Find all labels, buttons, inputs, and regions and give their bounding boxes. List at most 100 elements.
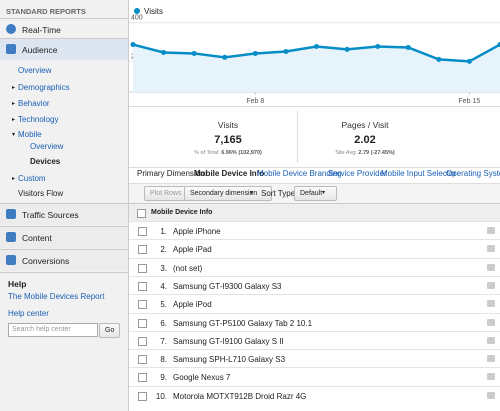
row-name: Motorola MOTXT912B Droid Razr 4G bbox=[173, 391, 307, 401]
tri: ▸ bbox=[12, 117, 16, 123]
x-tick-label: Feb 15 bbox=[459, 98, 481, 105]
table-row: 4. Samsung GT-I9300 Galaxy S3 bbox=[129, 275, 500, 295]
table-row: 6. Samsung GT-P5100 Galaxy Tab 2 10.1 bbox=[129, 312, 500, 332]
checkbox[interactable] bbox=[138, 373, 147, 383]
checkbox[interactable] bbox=[138, 245, 147, 255]
stat-sub: % of Total: 6.96% (102,970) bbox=[178, 150, 278, 156]
nav-item[interactable]: Visitors Flow bbox=[18, 189, 64, 198]
dimension-link[interactable]: Mobile Input Selector bbox=[381, 169, 457, 178]
checkbox[interactable] bbox=[138, 300, 147, 310]
checkbox[interactable] bbox=[138, 355, 147, 365]
row-number: 1. bbox=[160, 227, 167, 236]
row-icon[interactable] bbox=[487, 336, 495, 344]
caret: ▾ bbox=[322, 190, 326, 196]
row-icon[interactable] bbox=[487, 300, 495, 308]
row-icon[interactable] bbox=[487, 245, 495, 253]
row-name: Apple iPod bbox=[173, 300, 212, 310]
nav-item[interactable]: Devices bbox=[30, 157, 61, 166]
checkbox[interactable] bbox=[138, 391, 147, 401]
stat-sub-value: 6.96% (102,970) bbox=[221, 150, 262, 156]
nav-item[interactable]: Overview bbox=[30, 142, 64, 151]
stat-label: Visits bbox=[217, 120, 239, 130]
nav-item[interactable]: Mobile bbox=[18, 130, 42, 139]
search-input[interactable]: Search help center bbox=[8, 323, 98, 337]
point bbox=[130, 42, 136, 48]
table-row: 2. Apple iPad bbox=[129, 239, 500, 258]
nav-label: Real-Time bbox=[22, 25, 61, 35]
row-icon[interactable] bbox=[487, 281, 495, 289]
row-number: 4. bbox=[160, 281, 167, 291]
point bbox=[283, 49, 289, 55]
go-button[interactable]: Go bbox=[99, 323, 121, 338]
nav-audience[interactable]: Audience bbox=[0, 38, 128, 60]
tri: ▾ bbox=[12, 132, 16, 138]
x-tick-label: Feb 8 bbox=[246, 98, 264, 105]
point bbox=[466, 58, 472, 64]
nav-label: Traffic Sources bbox=[22, 210, 79, 220]
stat-sub-value: 2.79 (-27.45%) bbox=[358, 150, 395, 156]
row-number: 9. bbox=[160, 373, 167, 383]
nav-realtime[interactable]: Real-Time bbox=[0, 18, 128, 40]
row-icon[interactable] bbox=[487, 373, 495, 381]
stat-sub-label: Site Avg: bbox=[335, 150, 357, 156]
table-row: 9. Google Nexus 7 bbox=[129, 367, 500, 386]
point bbox=[222, 54, 228, 60]
sidebar-header: STANDARD REPORTS bbox=[6, 7, 86, 16]
secondary-dimension[interactable]: Secondary dimension bbox=[184, 186, 273, 201]
row-icon[interactable] bbox=[487, 318, 495, 326]
row-number: 5. bbox=[160, 300, 167, 310]
help-title: Help bbox=[8, 279, 27, 289]
nav-conversions[interactable]: Conversions bbox=[0, 249, 128, 271]
y-tick-label: 400 bbox=[131, 15, 143, 22]
checkbox[interactable] bbox=[138, 263, 147, 273]
checkbox[interactable] bbox=[138, 227, 147, 236]
stat-value: 7,165 bbox=[214, 134, 242, 146]
sidebar: STANDARD REPORTS Real-Time Audience Traf… bbox=[0, 0, 129, 411]
checkbox[interactable] bbox=[138, 318, 147, 328]
row-icon[interactable] bbox=[487, 227, 495, 234]
nav-label: Conversions bbox=[22, 256, 70, 266]
nav-traffic[interactable]: Traffic Sources bbox=[0, 203, 128, 225]
point bbox=[436, 56, 442, 62]
stat-sub: Site Avg: 2.79 (-27.45%) bbox=[315, 150, 415, 156]
dimension-active: Mobile Device Info bbox=[194, 169, 265, 178]
help-link[interactable]: The Mobile Devices Report bbox=[8, 292, 105, 301]
row-name: Samsung GT-I9300 Galaxy S3 bbox=[173, 281, 282, 291]
plot-rows[interactable]: Plot Rows bbox=[144, 186, 188, 201]
sort-type-label: Sort Type: bbox=[261, 189, 298, 198]
point bbox=[161, 49, 167, 55]
dimension-link[interactable]: Operating System bbox=[446, 169, 500, 178]
nav-item[interactable]: Custom bbox=[18, 174, 46, 183]
table-row: 1. Apple iPhone bbox=[129, 221, 500, 240]
nav-item[interactable]: Technology bbox=[18, 115, 59, 124]
row-number: 2. bbox=[160, 245, 167, 255]
row-name: Samsung SPH-L710 Galaxy S3 bbox=[173, 355, 286, 365]
point bbox=[375, 43, 381, 49]
checkbox[interactable] bbox=[138, 336, 147, 346]
dimension-label: Primary Dimension: bbox=[137, 169, 207, 178]
sort-select[interactable]: Default bbox=[294, 186, 338, 201]
nav-item[interactable]: Overview bbox=[18, 66, 52, 75]
row-icon[interactable] bbox=[487, 355, 495, 363]
legend-label: Visits bbox=[144, 7, 163, 16]
nav-content[interactable]: Content bbox=[0, 226, 128, 248]
table-row: 10. Motorola MOTXT912B Droid Razr 4G bbox=[129, 385, 500, 405]
nav-label: Content bbox=[22, 233, 52, 243]
point bbox=[344, 46, 350, 52]
dimension-link[interactable]: Service Provider bbox=[328, 169, 387, 178]
checkbox[interactable] bbox=[138, 281, 147, 291]
help-center[interactable]: Help center bbox=[8, 309, 49, 318]
table-row: 3. (not set) bbox=[129, 257, 500, 277]
caret: ▾ bbox=[250, 190, 254, 196]
tri: ▸ bbox=[12, 85, 16, 91]
row-icon[interactable] bbox=[487, 391, 495, 399]
row-number: 7. bbox=[160, 336, 167, 346]
nav-item[interactable]: Behavior bbox=[18, 99, 50, 108]
row-icon[interactable] bbox=[487, 263, 495, 271]
nav-item[interactable]: Demographics bbox=[18, 83, 70, 92]
nav-label: Audience bbox=[22, 45, 58, 55]
dimension-link[interactable]: Mobile Device Branding bbox=[257, 169, 342, 178]
row-number: 10. bbox=[155, 391, 167, 401]
tri: ▸ bbox=[12, 101, 16, 107]
